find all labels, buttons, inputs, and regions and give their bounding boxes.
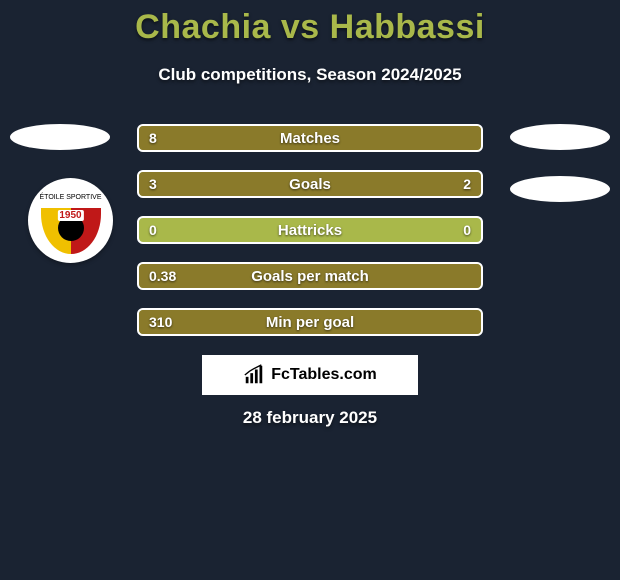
bar-label: Goals per match <box>139 264 481 288</box>
player-pill-right-1 <box>510 124 610 150</box>
page-title: Chachia vs Habbassi <box>0 0 620 47</box>
stat-bar: 8Matches <box>137 124 483 152</box>
crest-shield: 1950 <box>41 208 101 254</box>
stat-bar: 0.38Goals per match <box>137 262 483 290</box>
bar-label: Matches <box>139 126 481 150</box>
player-pill-left <box>10 124 110 150</box>
stat-bar: 32Goals <box>137 170 483 198</box>
stats-bars: 8Matches 32Goals 00Hattricks 0.38Goals per … <box>137 124 483 354</box>
page-subtitle: Club competitions, Season 2024/2025 <box>0 65 620 85</box>
club-crest: ÉTOILE SPORTIVE 1950 <box>28 178 113 263</box>
bar-label: Hattricks <box>139 218 481 242</box>
crest-year: 1950 <box>57 210 83 221</box>
watermark-text: FcTables.com <box>271 366 377 384</box>
bar-label: Min per goal <box>139 310 481 334</box>
watermark: FcTables.com <box>202 355 418 395</box>
player-pill-right-2 <box>510 176 610 202</box>
date-text: 28 february 2025 <box>0 408 620 428</box>
stat-bar: 310Min per goal <box>137 308 483 336</box>
crest-top-text: ÉTOILE SPORTIVE <box>28 188 113 208</box>
stat-bar: 00Hattricks <box>137 216 483 244</box>
bar-label: Goals <box>139 172 481 196</box>
chart-icon <box>243 364 265 386</box>
